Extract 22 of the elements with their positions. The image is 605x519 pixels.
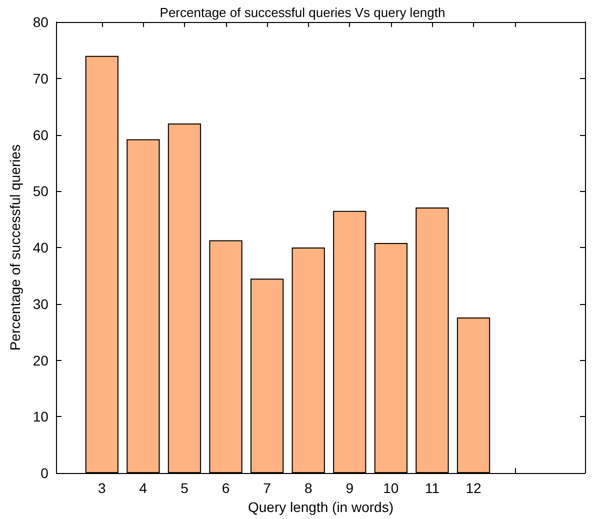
x-tick-label: 6 xyxy=(222,480,230,496)
y-tick-label: 30 xyxy=(32,296,49,312)
y-tick-label: 60 xyxy=(32,126,49,143)
x-tick-label: 10 xyxy=(383,480,399,496)
x-tick-label: 12 xyxy=(466,480,482,496)
y-tick-label: 20 xyxy=(32,352,49,368)
x-tick-label: 3 xyxy=(98,480,106,496)
x-tick-label: 11 xyxy=(424,480,440,496)
y-tick-label: 0 xyxy=(40,465,49,482)
x-axis-title: Query length (in words) xyxy=(248,499,394,515)
x-tick-label: 9 xyxy=(346,480,354,496)
x-tick-label: 4 xyxy=(139,480,148,496)
y-tick-label: 70 xyxy=(32,70,49,86)
y-tick-label: 80 xyxy=(32,14,49,30)
chart-title: Percentage of successful queries Vs query length xyxy=(160,5,446,20)
y-tick-label: 40 xyxy=(32,240,49,256)
y-axis-title: Percentage of successful queries xyxy=(7,144,23,351)
y-tick-label: 50 xyxy=(32,183,49,200)
y-tick-label: 10 xyxy=(32,408,49,425)
x-tick-label: 8 xyxy=(304,480,312,496)
x-tick-label: 5 xyxy=(180,480,189,496)
x-tick-label: 7 xyxy=(263,480,272,496)
